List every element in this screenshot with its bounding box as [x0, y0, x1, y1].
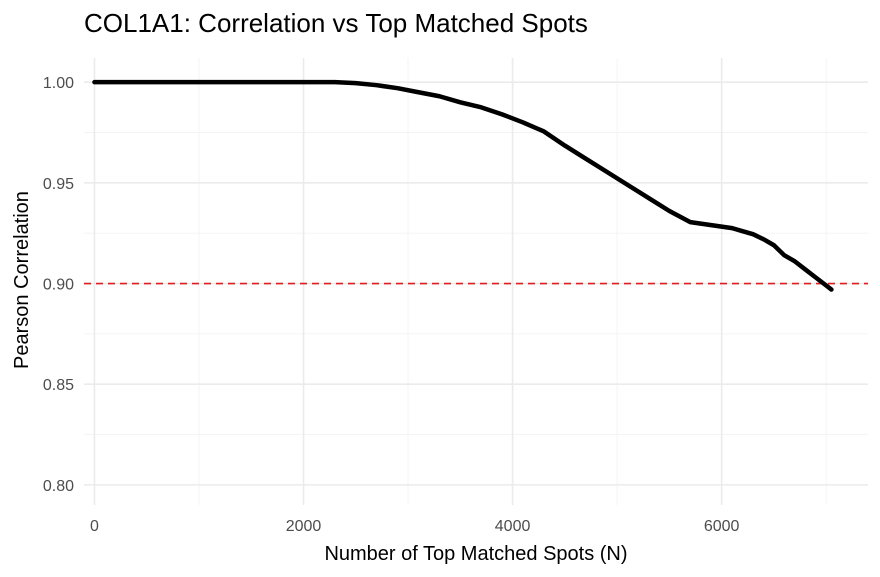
y-tick-labels: 0.80 0.85 0.90 0.95 1.00 — [43, 75, 74, 495]
y-tick-label: 1.00 — [43, 75, 74, 92]
chart-title: COL1A1: Correlation vs Top Matched Spots — [84, 8, 588, 38]
y-axis-title: Pearson Correlation — [11, 191, 33, 369]
y-tick-label: 0.95 — [43, 176, 74, 193]
x-axis-title: Number of Top Matched Spots (N) — [324, 543, 627, 565]
grid-minor — [84, 58, 868, 505]
x-tick-label: 6000 — [704, 518, 740, 535]
x-tick-label: 0 — [90, 518, 99, 535]
series-layer — [92, 79, 834, 292]
y-tick-label: 0.90 — [43, 277, 74, 294]
x-tick-label: 4000 — [495, 518, 531, 535]
y-tick-label: 0.85 — [43, 377, 74, 394]
x-tick-label: 2000 — [286, 518, 322, 535]
series-line — [92, 79, 834, 292]
x-tick-labels: 0 2000 4000 6000 — [90, 518, 740, 535]
grid-major — [84, 58, 868, 505]
y-tick-label: 0.80 — [43, 478, 74, 495]
